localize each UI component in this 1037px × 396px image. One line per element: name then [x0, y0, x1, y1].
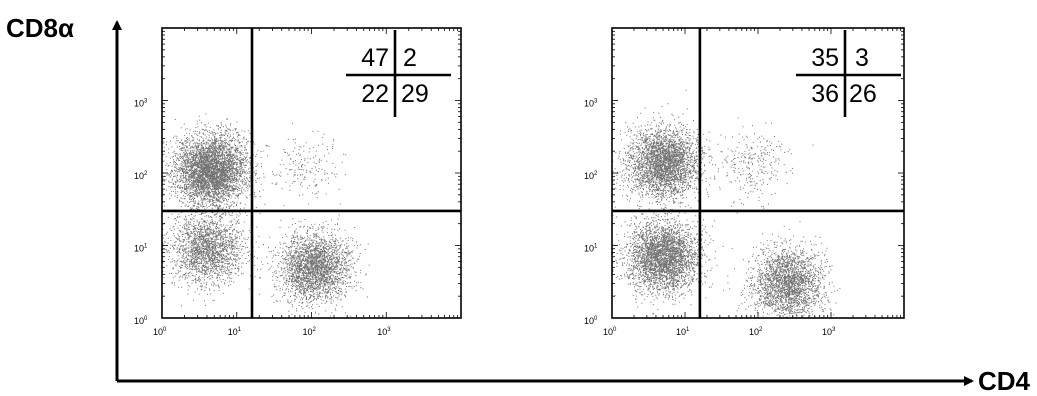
- y-tick-label: 101: [134, 244, 148, 254]
- quadrant-table: 35 3 36 26: [796, 30, 901, 117]
- quadrant-lower-right-value: 29: [401, 80, 429, 108]
- tick-labels: 100 101 102 103 100 101 102 103: [584, 99, 836, 338]
- x-tick-label: 101: [228, 327, 242, 337]
- tick-marks: [611, 28, 904, 319]
- event-dots: [162, 113, 370, 319]
- y-tick-label: 102: [584, 171, 598, 181]
- population-dots: [612, 89, 723, 224]
- population-dots: [162, 113, 269, 239]
- x-axis-title: CD4: [978, 366, 1031, 396]
- population-dots: [612, 194, 724, 319]
- x-tick-label: 103: [377, 327, 391, 337]
- quadrant-table: 47 2 22 29: [346, 30, 451, 117]
- population-dots: [162, 191, 271, 307]
- population-dots: [705, 117, 814, 214]
- event-dots: [612, 89, 841, 319]
- y-tick-label: 100: [584, 316, 598, 326]
- quadrant-upper-right-value: 2: [403, 44, 417, 72]
- quadrant-upper-left-value: 35: [811, 44, 839, 72]
- tick-labels: 100 101 102 103 100 101 102 103: [134, 99, 391, 338]
- dot-plot-right: 100 101 102 103 100 101 102 103 35 3 36 26: [584, 27, 905, 338]
- quadrant-lower-left-value: 22: [361, 80, 389, 108]
- x-tick-label: 102: [303, 327, 317, 337]
- y-tick-label: 101: [584, 244, 598, 254]
- population-dots: [250, 203, 370, 319]
- quadrant-lower-right-value: 26: [849, 80, 877, 108]
- x-tick-label: 102: [749, 327, 763, 337]
- quadrant-lower-left-value: 36: [811, 80, 839, 108]
- y-tick-label: 103: [584, 99, 598, 109]
- quadrant-upper-left-value: 47: [361, 44, 389, 72]
- x-tick-label: 103: [822, 327, 836, 337]
- x-tick-label: 100: [603, 327, 617, 337]
- y-axis-title: CD8α: [6, 13, 74, 43]
- y-tick-label: 100: [134, 316, 148, 326]
- y-tick-label: 102: [134, 171, 148, 181]
- population-dots: [248, 122, 347, 207]
- tick-marks: [161, 28, 461, 319]
- quadrant-upper-right-value: 3: [855, 44, 869, 72]
- dot-plot-left: 100 101 102 103 100 101 102 103 47 2 22 29: [134, 27, 462, 338]
- x-tick-label: 100: [153, 327, 167, 337]
- x-tick-label: 101: [676, 327, 690, 337]
- y-tick-label: 103: [134, 99, 148, 109]
- population-dots: [723, 221, 841, 319]
